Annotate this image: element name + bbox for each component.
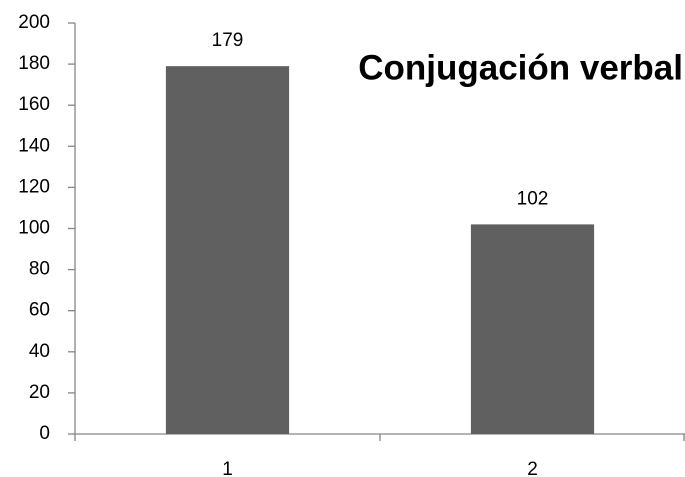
y-tick-label: 40 (29, 341, 50, 362)
y-tick-label: 80 (29, 259, 50, 280)
y-tick-label: 140 (18, 135, 50, 156)
y-tick-label: 120 (18, 176, 50, 197)
y-tick-label: 20 (29, 382, 50, 403)
x-tick-label: 2 (527, 459, 538, 477)
data-label: 102 (517, 188, 549, 209)
bar (165, 66, 290, 434)
y-tick-label: 60 (29, 300, 50, 321)
y-tick-label: 180 (18, 53, 50, 74)
y-tick-label: 100 (18, 218, 50, 239)
y-tick-label: 160 (18, 94, 50, 115)
bar (470, 224, 595, 434)
y-tick-label: 0 (39, 423, 50, 444)
x-tick-label: 1 (222, 459, 233, 477)
y-tick-label: 200 (18, 12, 50, 33)
data-label: 179 (212, 30, 244, 51)
chart-title: Conjugación verbal (358, 48, 683, 87)
